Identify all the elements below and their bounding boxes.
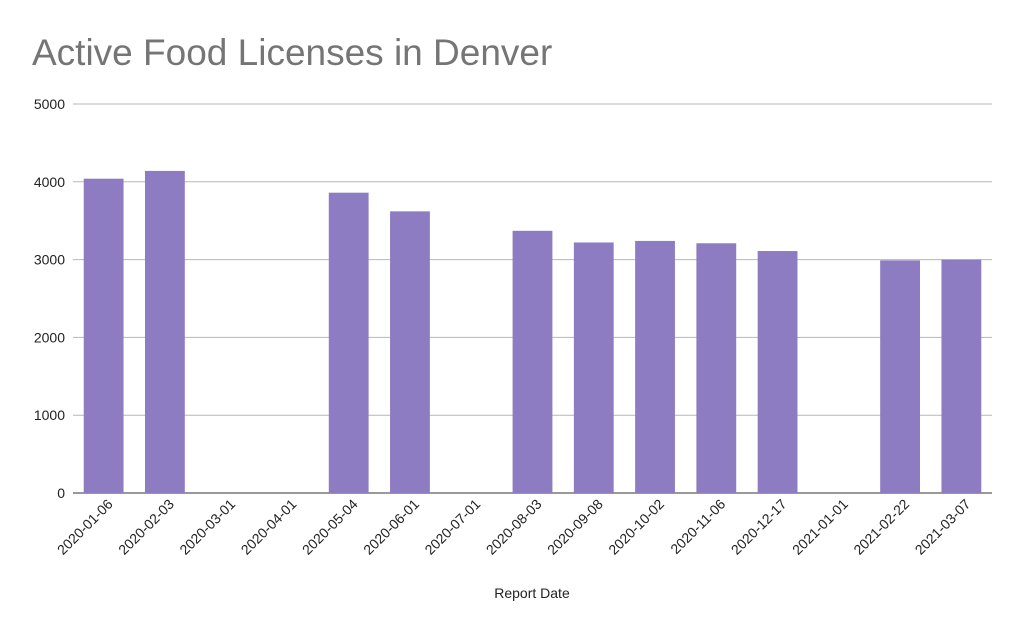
bar <box>512 230 553 493</box>
x-tick-label: 2021-01-01 <box>789 496 851 558</box>
y-tick-label: 4000 <box>34 174 65 190</box>
x-tick-label: 2020-06-01 <box>360 496 422 558</box>
bar <box>83 178 124 494</box>
bar <box>941 259 982 493</box>
bar <box>144 170 185 493</box>
y-tick-label: 5000 <box>34 96 65 112</box>
x-tick-label: 2020-08-03 <box>483 496 545 558</box>
bars <box>83 170 982 494</box>
x-tick-label: 2021-03-07 <box>912 496 974 558</box>
y-tick-label: 1000 <box>34 407 65 423</box>
x-tick-label: 2020-10-02 <box>605 496 667 558</box>
x-tick-label: 2021-02-22 <box>850 496 912 558</box>
bar <box>757 251 798 493</box>
x-tick-label: 2020-01-06 <box>54 496 116 558</box>
bar <box>573 242 614 493</box>
y-tick-label: 0 <box>57 485 65 501</box>
chart-title: Active Food Licenses in Denver <box>32 32 553 73</box>
x-tick-label: 2020-11-06 <box>667 496 728 557</box>
y-axis-ticks: 0 1000 2000 3000 4000 5000 <box>34 96 65 501</box>
bar <box>880 260 921 493</box>
x-axis-ticks: 2020-01-06 2020-02-03 2020-03-01 2020-04-01… <box>54 496 974 558</box>
bar <box>328 192 369 493</box>
bar <box>696 243 737 493</box>
x-tick-label: 2020-05-04 <box>299 496 361 558</box>
x-axis-title: Report Date <box>494 585 570 601</box>
bar <box>635 240 675 493</box>
x-tick-label: 2020-02-03 <box>115 496 177 558</box>
x-tick-label: 2020-04-01 <box>238 496 300 558</box>
x-tick-label: 2020-09-08 <box>544 496 606 558</box>
y-tick-label: 3000 <box>34 252 65 268</box>
bar <box>390 211 430 493</box>
x-tick-label: 2020-07-01 <box>421 496 483 558</box>
y-tick-label: 2000 <box>34 329 65 345</box>
x-tick-label: 2020-12-17 <box>728 496 790 558</box>
x-tick-label: 2020-03-01 <box>176 496 238 558</box>
